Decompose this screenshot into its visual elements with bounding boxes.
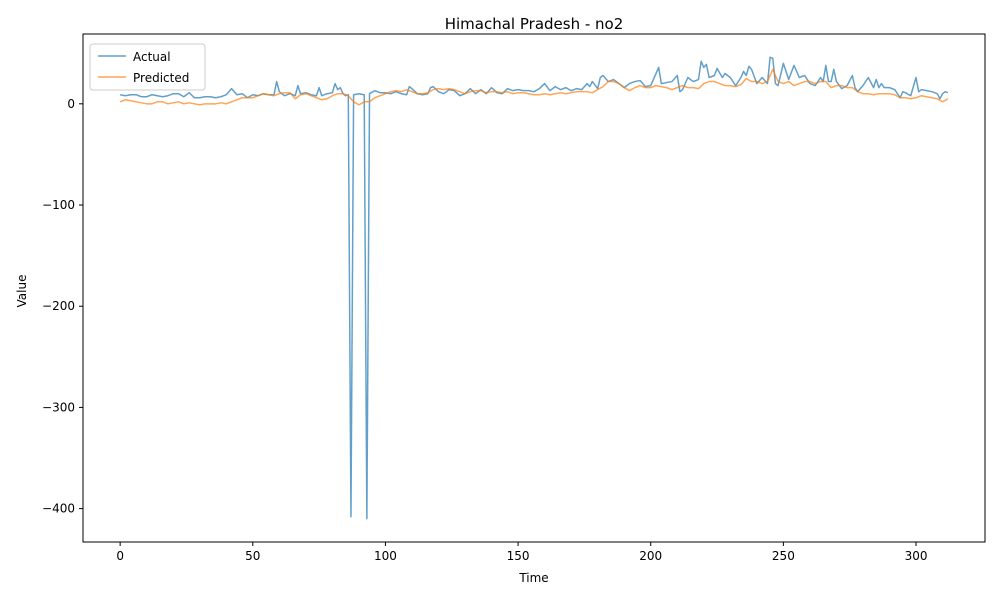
x-tick-label: 300 <box>905 549 928 563</box>
y-tick-label: −200 <box>42 299 75 313</box>
x-tick-label: 0 <box>116 549 124 563</box>
legend: Actual Predicted <box>89 43 206 91</box>
legend-actual-label: Actual <box>133 50 171 64</box>
series-layer <box>119 56 949 520</box>
axes-layer <box>82 33 986 543</box>
x-tick-label: 50 <box>245 549 260 563</box>
y-tick-label: 0 <box>67 97 75 111</box>
x-tick-label: 100 <box>374 549 397 563</box>
y-tick-label: −300 <box>42 400 75 414</box>
x-axis-label: Time <box>518 571 548 585</box>
x-tick-label: 200 <box>639 549 662 563</box>
series-line-actual <box>119 56 949 520</box>
x-tick-label: 250 <box>772 549 795 563</box>
plot-frame <box>82 33 986 543</box>
chart-title: Himachal Pradesh - no2 <box>445 15 624 33</box>
x-tick-label: 150 <box>507 549 530 563</box>
y-axis-label: Value <box>15 275 29 308</box>
y-tick-label: −100 <box>42 198 75 212</box>
x-axis-ticks: 0 50 100 150 200 250 300 <box>116 542 927 563</box>
legend-predicted-label: Predicted <box>133 71 189 85</box>
y-tick-label: −400 <box>42 502 75 516</box>
series-line-predicted <box>119 68 949 106</box>
y-axis-ticks: 0 −100 −200 −300 −400 <box>42 97 83 516</box>
